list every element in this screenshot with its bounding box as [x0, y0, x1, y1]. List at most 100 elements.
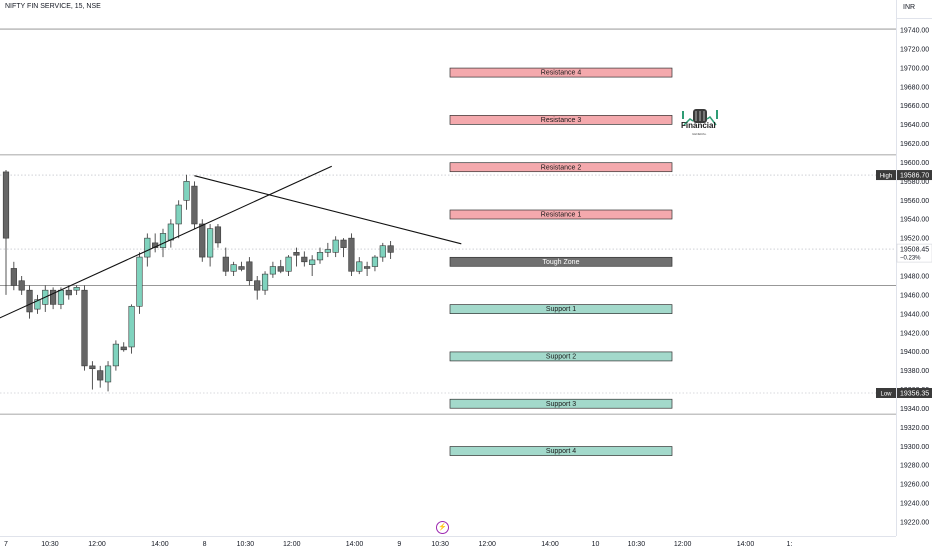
candle[interactable]: [10, 268, 17, 286]
x-tick-label: 12:00: [88, 541, 106, 548]
x-tick-label: 1:: [787, 541, 793, 548]
candle[interactable]: [269, 266, 277, 275]
y-tick-label: 19700.00: [900, 65, 929, 72]
candle[interactable]: [348, 237, 355, 272]
zone-box-resistance-4[interactable]: [449, 67, 673, 78]
price-value-label: 19356.35: [900, 390, 929, 397]
candle[interactable]: [356, 261, 363, 272]
candle[interactable]: [18, 280, 25, 291]
candle[interactable]: [2, 171, 10, 239]
watermark-sub: GENERAL: [692, 132, 707, 136]
x-tick-label: 14:00: [737, 541, 755, 548]
zone-box-support-3[interactable]: [449, 398, 673, 409]
candle[interactable]: [136, 256, 143, 307]
zone-box-resistance-3[interactable]: [449, 115, 673, 125]
lightning-icon[interactable]: ⚡: [436, 521, 449, 534]
candle[interactable]: [159, 233, 167, 248]
candle[interactable]: [363, 266, 371, 269]
x-tick-label: 14:00: [541, 541, 559, 548]
x-tick-label: 10:30: [431, 541, 449, 548]
trendline[interactable]: [194, 175, 462, 245]
zone-label: Resistance 1: [541, 212, 582, 219]
candle[interactable]: [73, 287, 80, 291]
price-tag-box: [876, 387, 896, 398]
candle[interactable]: [285, 256, 292, 272]
candle[interactable]: [183, 181, 190, 201]
candle[interactable]: [387, 245, 394, 253]
y-tick-label: 19280.00: [900, 463, 929, 470]
zone-box-support-1[interactable]: [449, 304, 673, 314]
price-tag-box: [876, 170, 896, 181]
x-tick-label: 14:00: [151, 541, 169, 548]
candle[interactable]: [175, 204, 182, 225]
candle[interactable]: [316, 252, 324, 261]
candle[interactable]: [128, 305, 135, 348]
candle[interactable]: [222, 256, 229, 272]
candle[interactable]: [57, 289, 65, 305]
y-tick-label: 19340.00: [900, 406, 929, 413]
candle[interactable]: [120, 346, 127, 351]
candle[interactable]: [81, 289, 88, 367]
y-tick-label: 19300.00: [900, 444, 929, 451]
x-tick-label: 9: [397, 541, 401, 548]
price-axis-separator: [896, 0, 897, 536]
x-tick-label: 12:00: [674, 541, 692, 548]
x-tick-label: 10:30: [237, 541, 255, 548]
x-tick-label: 7: [4, 541, 8, 548]
candle[interactable]: [65, 289, 72, 296]
candle[interactable]: [254, 280, 261, 291]
candle[interactable]: [261, 273, 269, 291]
y-tick-label: 19460.00: [900, 292, 929, 299]
candle[interactable]: [144, 237, 151, 258]
zone-box-resistance-2[interactable]: [449, 162, 673, 173]
y-tick-label: 19320.00: [900, 425, 929, 432]
candle[interactable]: [238, 266, 245, 270]
candle[interactable]: [293, 252, 300, 256]
currency-label[interactable]: INR: [903, 4, 916, 11]
price-value-box: [897, 170, 932, 181]
trendline[interactable]: [0, 165, 333, 320]
candle[interactable]: [26, 289, 33, 313]
candle[interactable]: [277, 266, 284, 272]
candle[interactable]: [89, 365, 96, 370]
zone-box-support-4[interactable]: [449, 446, 673, 456]
last-price-label: 19508.45: [900, 247, 929, 254]
candle[interactable]: [199, 223, 206, 258]
zone-box-support-2[interactable]: [449, 351, 673, 362]
y-tick-label: 19680.00: [900, 84, 929, 91]
zone-label: Tough Zone: [543, 259, 580, 266]
y-tick-label: 19380.00: [900, 368, 929, 375]
y-tick-label: 19720.00: [900, 46, 929, 53]
zone-label: Support 2: [546, 354, 576, 361]
candle[interactable]: [191, 185, 198, 225]
y-tick-label: 19260.00: [900, 482, 929, 489]
candle[interactable]: [97, 370, 104, 381]
y-tick-label: 19440.00: [900, 311, 929, 318]
candle[interactable]: [167, 223, 174, 241]
symbol-label[interactable]: NIFTY FIN SERVICE, 15, NSE: [5, 3, 101, 10]
zone-label: Support 4: [546, 448, 576, 455]
candle[interactable]: [324, 249, 331, 253]
candle[interactable]: [332, 239, 339, 253]
zone-box-tough-zone[interactable]: [449, 256, 673, 267]
candle[interactable]: [309, 259, 316, 265]
candle[interactable]: [340, 239, 347, 248]
candle[interactable]: [112, 343, 119, 367]
y-tick-label: 19220.00: [900, 520, 929, 527]
candle[interactable]: [371, 256, 379, 267]
candle[interactable]: [301, 256, 308, 263]
candle[interactable]: [49, 289, 57, 305]
x-tick-label: 12:00: [283, 541, 301, 548]
candle[interactable]: [230, 264, 237, 272]
candle[interactable]: [207, 228, 214, 258]
price-tag-label: Low: [880, 391, 892, 397]
candle[interactable]: [246, 261, 253, 282]
candle[interactable]: [379, 245, 386, 258]
candle[interactable]: [214, 226, 222, 244]
y-tick-label: 19520.00: [900, 236, 929, 243]
candle[interactable]: [104, 365, 112, 383]
candle[interactable]: [34, 299, 41, 310]
zone-box-resistance-1[interactable]: [449, 209, 673, 220]
